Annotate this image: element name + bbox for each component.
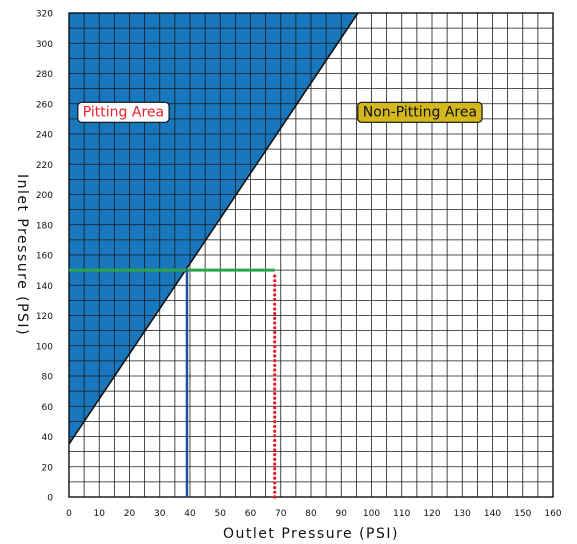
x-tick-label: 10 <box>94 509 106 519</box>
x-tick-label: 120 <box>423 509 440 519</box>
x-tick-label: 110 <box>393 509 410 519</box>
x-tick-label: 90 <box>336 509 348 519</box>
region-label-box <box>357 101 483 123</box>
non-pitting-area-label: Non-Pitting Area <box>357 101 483 123</box>
y-tick-label: 240 <box>36 131 53 141</box>
x-tick-label: 30 <box>154 509 166 519</box>
y-tick-label: 40 <box>42 433 54 443</box>
y-tick-label: 60 <box>42 403 54 413</box>
y-tick-label: 140 <box>36 282 53 292</box>
labels-layer: Pitting Area Non-Pitting Area <box>77 101 483 123</box>
x-tick-label: 70 <box>275 509 287 519</box>
plot-frame <box>68 12 554 498</box>
x-tick-label: 80 <box>305 509 317 519</box>
x-tick-label: 0 <box>66 509 72 519</box>
y-tick-label: 0 <box>47 494 53 504</box>
y-tick-label: 220 <box>36 161 53 171</box>
x-tick-label: 100 <box>363 509 380 519</box>
y-tick-label: 280 <box>36 70 53 80</box>
y-tick-label: 80 <box>42 373 54 383</box>
boundary-line <box>68 12 359 445</box>
y-tick-label: 120 <box>36 312 53 322</box>
region-label-text: Pitting Area <box>83 104 164 120</box>
y-tick-label: 320 <box>36 10 53 20</box>
x-tick-label: 140 <box>484 509 501 519</box>
region-label-text: Non-Pitting Area <box>363 104 477 120</box>
y-tick-label: 20 <box>42 463 54 473</box>
y-tick-label: 300 <box>36 40 53 50</box>
x-tick-label: 50 <box>215 509 227 519</box>
y-tick-label: 260 <box>36 100 53 110</box>
x-tick-label: 160 <box>544 509 561 519</box>
ticks-layer: 0 10 20 30 40 50 60 70 80 90 100 110 120 130 140 150 160… <box>36 10 562 520</box>
pitting-area-label: Pitting Area <box>77 101 170 123</box>
x-axis-title: Outlet Pressure (PSI) <box>223 526 399 542</box>
y-tick-label: 180 <box>36 221 53 231</box>
y-axis-title: Inlet Pressure (PSI) <box>14 174 30 336</box>
x-tick-label: 130 <box>454 509 471 519</box>
y-tick-label: 100 <box>36 342 53 352</box>
y-tick-label: 160 <box>36 252 53 262</box>
x-tick-label: 60 <box>245 509 257 519</box>
y-tick-label: 200 <box>36 191 53 201</box>
x-tick-label: 40 <box>184 509 196 519</box>
lines-layer <box>68 12 359 499</box>
region-label-box <box>77 101 170 123</box>
x-tick-label: 20 <box>124 509 136 519</box>
x-tick-label: 150 <box>514 509 531 519</box>
